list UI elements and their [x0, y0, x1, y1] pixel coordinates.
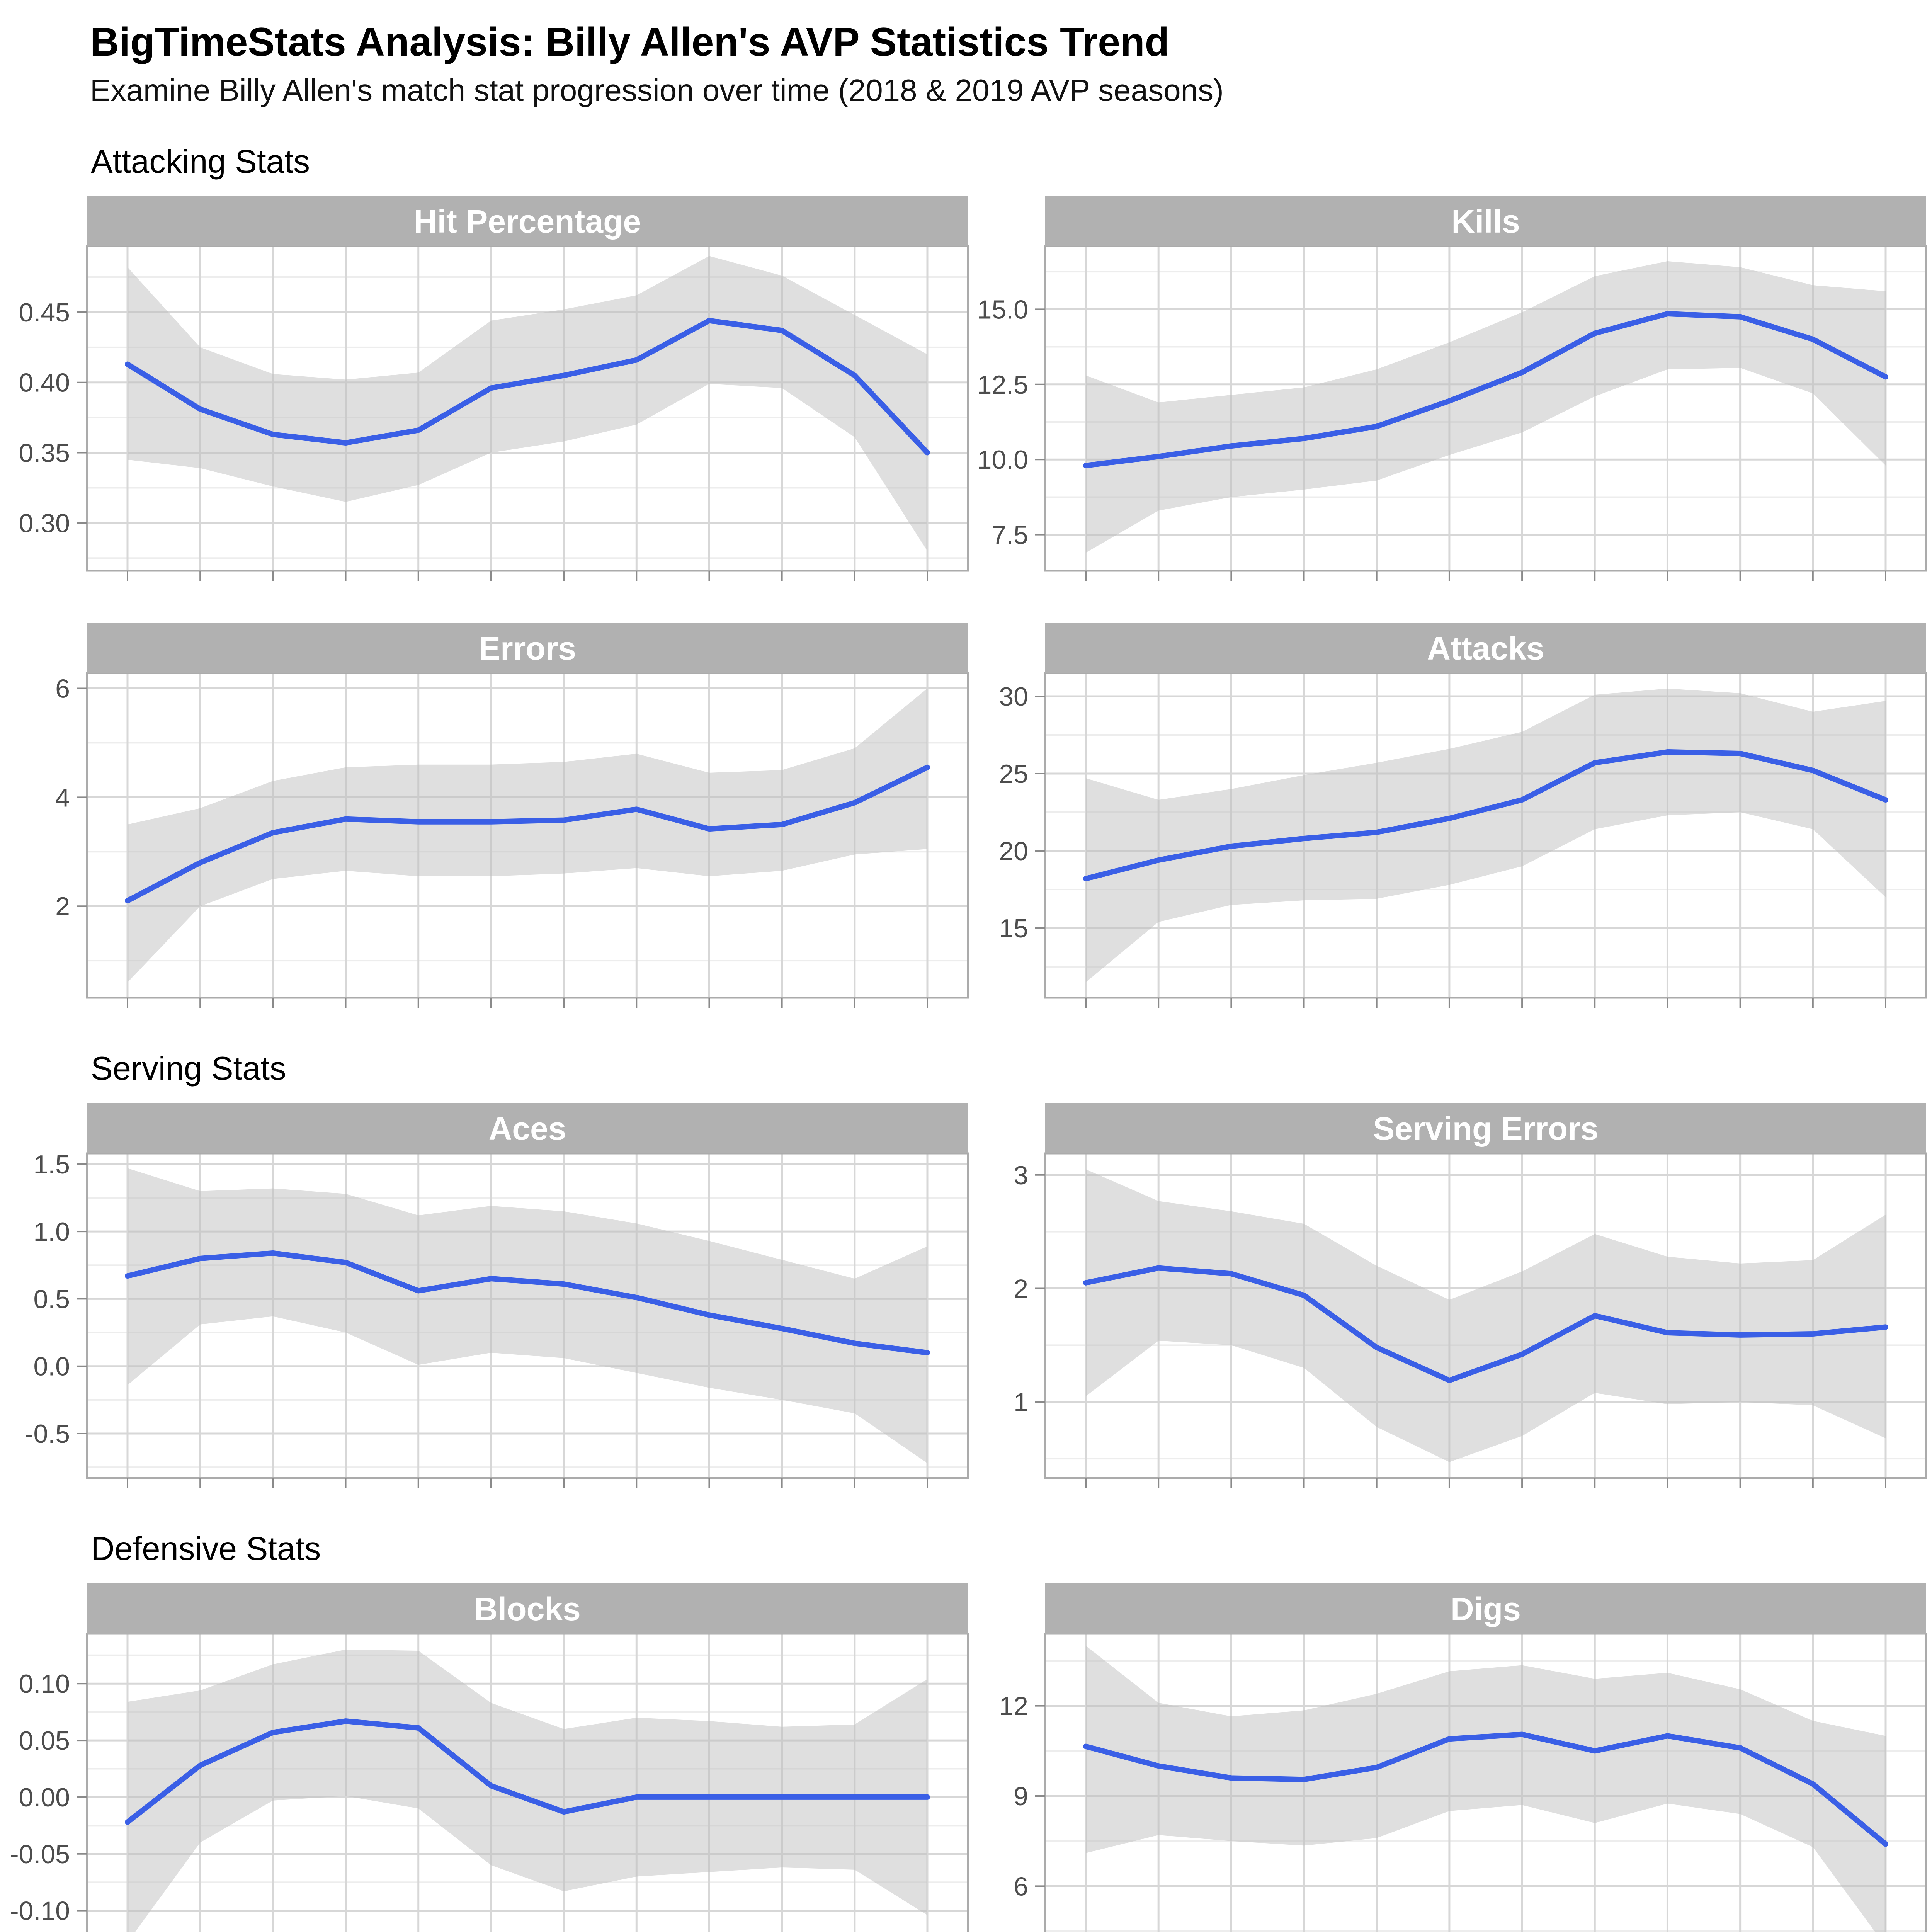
- page-title: BigTimeStats Analysis: Billy Allen's AVP…: [90, 20, 1170, 65]
- y-axis-tick-label: 3: [1014, 1161, 1028, 1190]
- panel-attacks: 15 20 25 30 Attacks: [999, 623, 1927, 1008]
- facet-strip-title: Hit Percentage: [414, 203, 641, 240]
- facet-strip: [1045, 623, 1926, 673]
- y-axis-tick-label: 12.5: [977, 370, 1028, 400]
- panel-row-2: 2 4 6 Errors 15 20 25 30 Attacks: [37, 623, 1932, 1008]
- facet-strip: [87, 196, 968, 247]
- facet-strip: [1045, 1103, 1926, 1154]
- trend-line: [125, 1718, 930, 1825]
- trend-line: [125, 318, 930, 456]
- y-axis-tick-label: 0.05: [19, 1726, 70, 1755]
- section-label-serving-stats: Serving Stats: [91, 1050, 286, 1087]
- trend-line: [1083, 311, 1888, 469]
- panel-blocks: -0.10-0.050.000.050.10BlocksAustin ('18)…: [10, 1583, 969, 1932]
- confidence-ribbon: [1086, 261, 1886, 553]
- y-axis-tick-label: 15.0: [977, 295, 1028, 325]
- y-axis-tick-label: 0.5: [33, 1285, 70, 1314]
- trend-line: [125, 765, 930, 904]
- y-axis-tick-label: 0.0: [33, 1352, 70, 1381]
- panel-serving-errors: 1 2 3 Serving Errors: [1014, 1103, 1927, 1488]
- y-axis-tick-label: 1.0: [33, 1217, 70, 1247]
- facet-strip-title: Blocks: [474, 1591, 580, 1627]
- y-axis-tick-label: 25: [999, 759, 1028, 789]
- page-subtitle: Examine Billy Allen's match stat progres…: [90, 73, 1224, 107]
- y-axis-tick-label: -0.05: [10, 1840, 70, 1869]
- y-axis-tick-label: 0.30: [19, 509, 70, 538]
- confidence-ribbon: [1086, 1169, 1886, 1462]
- confidence-ribbon: [1086, 689, 1886, 983]
- y-axis-tick-label: 7.5: [992, 520, 1028, 550]
- facet-strip-title: Attacks: [1427, 630, 1544, 667]
- y-axis-tick-label: 30: [999, 682, 1028, 711]
- facet-strip: [87, 1103, 968, 1154]
- trend-line: [125, 1250, 930, 1355]
- section-label-attacking-stats: Attacking Stats: [91, 143, 310, 180]
- y-axis-tick-label: 0.45: [19, 298, 70, 327]
- y-axis-tick-label: 20: [999, 837, 1028, 866]
- y-axis-tick-label: 2: [1014, 1274, 1028, 1304]
- facet-strip-title: Kills: [1451, 203, 1520, 240]
- facet-strip-title: Aces: [489, 1111, 566, 1147]
- panel-row-4: -0.10-0.050.000.050.10BlocksAustin ('18)…: [10, 1583, 1932, 1932]
- y-axis-tick-label: 0.10: [19, 1669, 70, 1699]
- facet-strip-title: Digs: [1451, 1591, 1521, 1627]
- y-axis-tick-label: 1.5: [33, 1150, 70, 1179]
- panel-aces: -0.5 0.0 0.5 1.0 1.5 Aces: [25, 1103, 969, 1488]
- y-axis-tick-label: 6: [55, 674, 70, 704]
- y-axis-tick-label: -0.10: [10, 1896, 70, 1925]
- y-axis-tick-label: 2: [55, 892, 70, 922]
- confidence-ribbon: [1086, 1645, 1886, 1932]
- panel-kills: 7.5 10.0 12.5 15.0 Kills: [977, 196, 1927, 581]
- y-axis-tick-label: 15: [999, 914, 1028, 943]
- y-axis-tick-label: 9: [1014, 1782, 1028, 1811]
- panel-row-3: -0.5 0.0 0.5 1.0 1.5 Aces 1 2 3 Serving Errors: [25, 1103, 1932, 1488]
- facet-strip-title: Serving Errors: [1373, 1111, 1599, 1147]
- facet-strip: [1045, 196, 1926, 247]
- panel-hit-percentage: 0.30 0.35 0.40 0.45 Hit Percentage: [19, 196, 969, 581]
- panel-digs: 6912DigsAustin ('18)New York ('18)Seattl…: [999, 1583, 1927, 1932]
- facet-strip: [87, 623, 968, 673]
- y-axis-tick-label: 0.00: [19, 1783, 70, 1812]
- confidence-ribbon: [128, 688, 927, 983]
- confidence-ribbon: [128, 256, 927, 551]
- confidence-ribbon: [128, 1168, 927, 1463]
- trend-line: [1083, 749, 1888, 882]
- facet-strip-title: Errors: [479, 630, 576, 667]
- facet-strip: [87, 1583, 968, 1634]
- trend-line: [1083, 1265, 1888, 1383]
- facet-strip: [1045, 1583, 1926, 1634]
- y-axis-tick-label: 0.35: [19, 439, 70, 468]
- y-axis-tick-label: 1: [1014, 1388, 1028, 1417]
- panel-row-1: 0.30 0.35 0.40 0.45 Hit Percentage 7.5 10.0 12…: [19, 196, 1932, 581]
- confidence-ribbon: [128, 1649, 927, 1932]
- y-axis-tick-label: 4: [55, 783, 70, 813]
- y-axis-tick-label: 12: [999, 1692, 1028, 1721]
- y-axis-tick-label: 0.40: [19, 368, 70, 398]
- y-axis-tick-label: 10.0: [977, 446, 1028, 475]
- y-axis-tick-label: 6: [1014, 1872, 1028, 1901]
- panel-errors: 2 4 6 Errors: [55, 623, 969, 1008]
- section-label-defensive-stats: Defensive Stats: [91, 1531, 321, 1568]
- y-axis-tick-label: -0.5: [25, 1419, 70, 1449]
- trend-line: [1083, 1731, 1888, 1847]
